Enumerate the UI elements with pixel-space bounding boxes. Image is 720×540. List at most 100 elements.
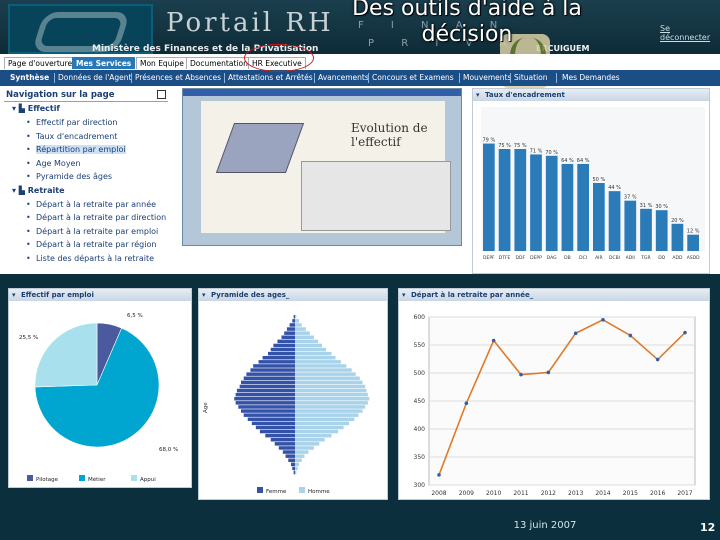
pyramid-femme-bar	[265, 433, 295, 438]
taux-bar	[624, 200, 637, 251]
taux-bar	[640, 208, 652, 251]
collapse-checkbox[interactable]	[157, 90, 166, 99]
pyramid-homme-bar	[295, 327, 306, 331]
tab-mon-equipe[interactable]: Mon Equipe	[136, 57, 188, 69]
tab-documentation[interactable]: Documentation	[186, 57, 252, 69]
line-x-tick-label: 2015	[623, 490, 638, 497]
nav-item-taux-encadrement[interactable]: Taux d'encadrement	[4, 130, 168, 144]
taux-category-label: DEPP	[530, 255, 542, 261]
taux-bar	[608, 191, 621, 251]
taux-data-label: 20 %	[671, 218, 684, 224]
slide-title: Des outils d'aide à la décision	[352, 0, 582, 47]
embedded-window-bar	[183, 89, 461, 96]
hr-executive-highlight	[244, 44, 314, 72]
nav-item-age-moyen[interactable]: Age Moyen	[4, 157, 168, 171]
tab-page-ouverture[interactable]: Page d'ouverture	[4, 57, 77, 69]
pyramid-homme-bar	[295, 335, 314, 339]
subnav-donnees-agent[interactable]: Données de l'Agent	[58, 73, 132, 82]
pyramid-homme-bar	[295, 462, 300, 467]
line-y-tick-label: 450	[414, 398, 426, 405]
taux-data-label: 12 %	[687, 229, 700, 235]
taux-data-label: 44 %	[608, 185, 621, 191]
subnav-concours[interactable]: Concours et Examens	[372, 73, 454, 82]
pyramid-femme-bar	[241, 409, 295, 413]
line-x-tick-label: 2008	[431, 490, 446, 497]
pyramid-femme-bar	[293, 315, 295, 319]
taux-bar	[561, 163, 574, 251]
line-series	[438, 318, 686, 476]
taux-bar	[687, 234, 699, 251]
effectif-pie-chart: 6,5 % 68,0 % 25,5 % Pilotage Métier Appui	[19, 313, 178, 483]
pyramid-homme-bar	[295, 421, 349, 426]
pyramid-homme-bar	[295, 405, 366, 409]
nav-item-retraite-emploi[interactable]: Départ à la retraite par emploi	[4, 225, 168, 239]
line-x-tick-label: 2016	[650, 490, 665, 497]
nav-group-retraite[interactable]: ▾ ▙ Retraite	[12, 185, 65, 195]
pyramid-homme-bar	[295, 360, 341, 364]
subnav-situation[interactable]: Situation	[514, 73, 548, 82]
pyramid-homme-bar	[295, 364, 347, 368]
taux-data-label: 70 %	[545, 150, 558, 156]
subnav-mes-demandes[interactable]: Mes Demandes	[562, 73, 620, 82]
pyramid-femme-bar	[243, 413, 295, 417]
taux-bar	[671, 223, 684, 251]
pyramid-femme-bar	[251, 421, 295, 426]
pyramid-legend-swatch	[299, 487, 305, 493]
pyramid-femme-bar	[289, 323, 295, 327]
subnav-synthese[interactable]: Synthèse	[10, 73, 50, 82]
taux-bar	[593, 183, 605, 251]
nav-item-effectif-direction[interactable]: Effectif par direction	[4, 116, 168, 130]
taux-data-label: 50 %	[593, 177, 606, 183]
nav-item-liste-departs[interactable]: Liste des départs à la retraite	[4, 252, 168, 266]
line-x-tick-label: 2014	[595, 490, 610, 497]
taux-category-label: DDF	[516, 255, 526, 261]
nav-item-retraite-region[interactable]: Départ à la retraite par région	[4, 238, 168, 252]
taux-bar	[498, 149, 511, 251]
taux-category-label: DB	[564, 255, 571, 261]
portal-header: Portail RH F I N A N P R I V A Ministère…	[0, 0, 720, 54]
pyramid-femme-bar	[235, 392, 295, 397]
user-name: ERCUIGUEM	[536, 44, 590, 53]
line-data-point	[546, 370, 551, 375]
pyramid-femme-bar	[241, 380, 295, 385]
pyramid-homme-bar	[295, 376, 360, 380]
taux-bar	[530, 154, 542, 251]
nav-group-effectif[interactable]: ▾ ▙ Effectif	[12, 104, 60, 113]
subnav-mouvements[interactable]: Mouvements	[463, 73, 512, 82]
taux-data-label: 71 %	[530, 148, 543, 154]
pyramid-femme-bar	[290, 462, 295, 467]
line-data-point	[655, 357, 660, 362]
pyramid-femme-bar	[270, 347, 295, 352]
line-y-tick-label: 600	[414, 314, 426, 321]
taux-bar	[655, 210, 668, 251]
taux-bar-chart: 79 % DEPF 75 % DTFE 75 % DDF 71 % DEPP 70 % DAG 64…	[481, 107, 705, 261]
pyramid-homme-bar	[295, 409, 363, 413]
pie-slice	[34, 327, 160, 448]
logout-link[interactable]: Se déconnecter	[660, 24, 711, 42]
subnav-avancements[interactable]: Avancements	[318, 73, 369, 82]
pyramid-femme-bar	[285, 454, 295, 458]
subnav-attestations[interactable]: Attestations et Arrêtés	[228, 73, 313, 82]
subnav-separator	[131, 73, 132, 83]
pyramid-femme-bar	[250, 368, 295, 372]
subnav-presences[interactable]: Présences et Absences	[135, 73, 221, 82]
taux-data-label: 64 %	[561, 158, 574, 164]
taux-data-label: 75 %	[498, 143, 511, 149]
taux-data-label: 75 %	[514, 143, 527, 149]
line-x-tick-label: 2013	[568, 490, 583, 497]
line-data-point	[683, 330, 687, 335]
nav-item-repartition-emploi[interactable]: Répartition par emploi	[4, 143, 168, 157]
embedded-screenshot: Evolution de l'effectif	[182, 88, 462, 246]
tab-mes-services[interactable]: Mes Services	[72, 57, 136, 69]
nav-item-retraite-annee[interactable]: Départ à la retraite par année	[4, 198, 168, 212]
pyramid-femme-bar	[293, 470, 295, 475]
pie-legend-swatch	[79, 475, 85, 481]
subnav-separator	[54, 73, 55, 83]
subnav-separator	[314, 73, 315, 83]
taux-category-label: DTFE	[499, 255, 511, 261]
pyramid-femme-bar	[284, 331, 295, 335]
nav-item-pyramide-ages[interactable]: Pyramide des âges	[4, 170, 168, 184]
pyramid-femme-bar	[253, 364, 295, 368]
pyramid-legend-swatch	[257, 487, 263, 493]
nav-item-retraite-direction[interactable]: Départ à la retraite par direction	[4, 211, 168, 225]
